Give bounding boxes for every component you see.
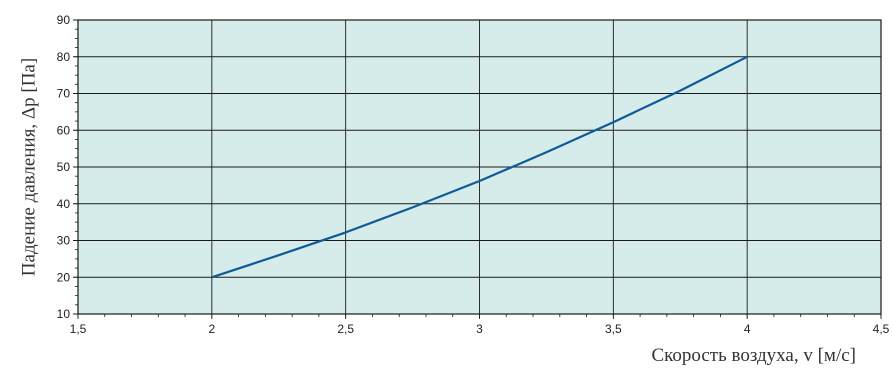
series-line [211,55,748,279]
y-tick-label: 50 [57,160,71,174]
series-layer [211,55,748,279]
x-tick-label: 3,5 [605,322,622,336]
y-axis-title: Падение давления, Δp [Па] [19,58,40,276]
minor-ticks [75,19,882,317]
x-tick-label: 2 [208,322,215,336]
x-tick-label: 2,5 [337,322,354,336]
y-tick-label: 90 [57,13,71,27]
y-tick-label: 30 [57,234,71,248]
y-tick-label: 10 [57,307,71,321]
y-tick-label: 20 [57,270,71,284]
y-tick-labels: 10 20 30 40 50 60 70 80 90 [57,13,71,321]
x-tick-label: 3 [476,322,483,336]
y-tick-label: 40 [57,197,71,211]
x-tick-label: 1,5 [70,322,87,336]
x-tick-label: 4,5 [873,322,890,336]
y-tick-label: 60 [57,123,71,137]
x-axis-title: Скорость воздуха, v [м/с] [651,345,856,366]
x-tick-label: 4 [744,322,751,336]
y-tick-label: 70 [57,87,71,101]
grid [73,19,882,319]
x-tick-labels: 1,5 2 2,5 3 3,5 4 4,5 [70,322,890,336]
y-tick-label: 80 [57,50,71,64]
